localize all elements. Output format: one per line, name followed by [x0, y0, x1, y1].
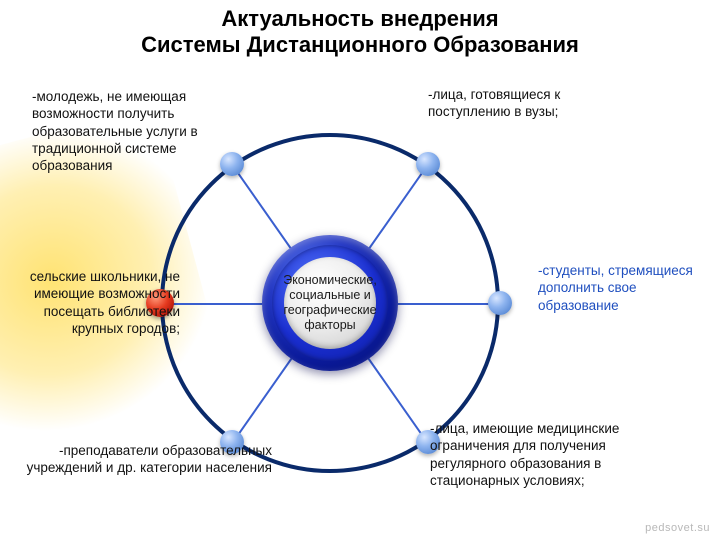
slide-title: Актуальность внедрения Системы Дистанцио… [0, 6, 720, 58]
watermark: pedsovet.su [645, 522, 710, 534]
label-bottom_left: -преподаватели образовательных учреждени… [12, 442, 272, 477]
label-bottom_right: -лица, имеющие медицинские ограничения д… [430, 420, 660, 489]
spoke-1 [392, 303, 496, 305]
node-1-blue [488, 291, 512, 315]
label-top_left: -молодежь, не имеющая возможности получи… [32, 88, 232, 174]
label-right: -студенты, стремящиеся дополнить свое об… [538, 262, 713, 314]
label-left: сельские школьники, не имеющие возможнос… [0, 268, 180, 337]
hub-text: Экономические, социальные и географическ… [277, 267, 383, 340]
title-line-1: Актуальность внедрения [0, 6, 720, 32]
title-line-2: Системы Дистанционного Образования [0, 32, 720, 58]
slide-stage: Актуальность внедрения Системы Дистанцио… [0, 0, 720, 540]
label-top_right: -лица, готовящиеся к поступлению в вузы; [428, 86, 608, 121]
node-0-blue [416, 152, 440, 176]
hub-inner-disc: Экономические, социальные и географическ… [284, 257, 376, 349]
